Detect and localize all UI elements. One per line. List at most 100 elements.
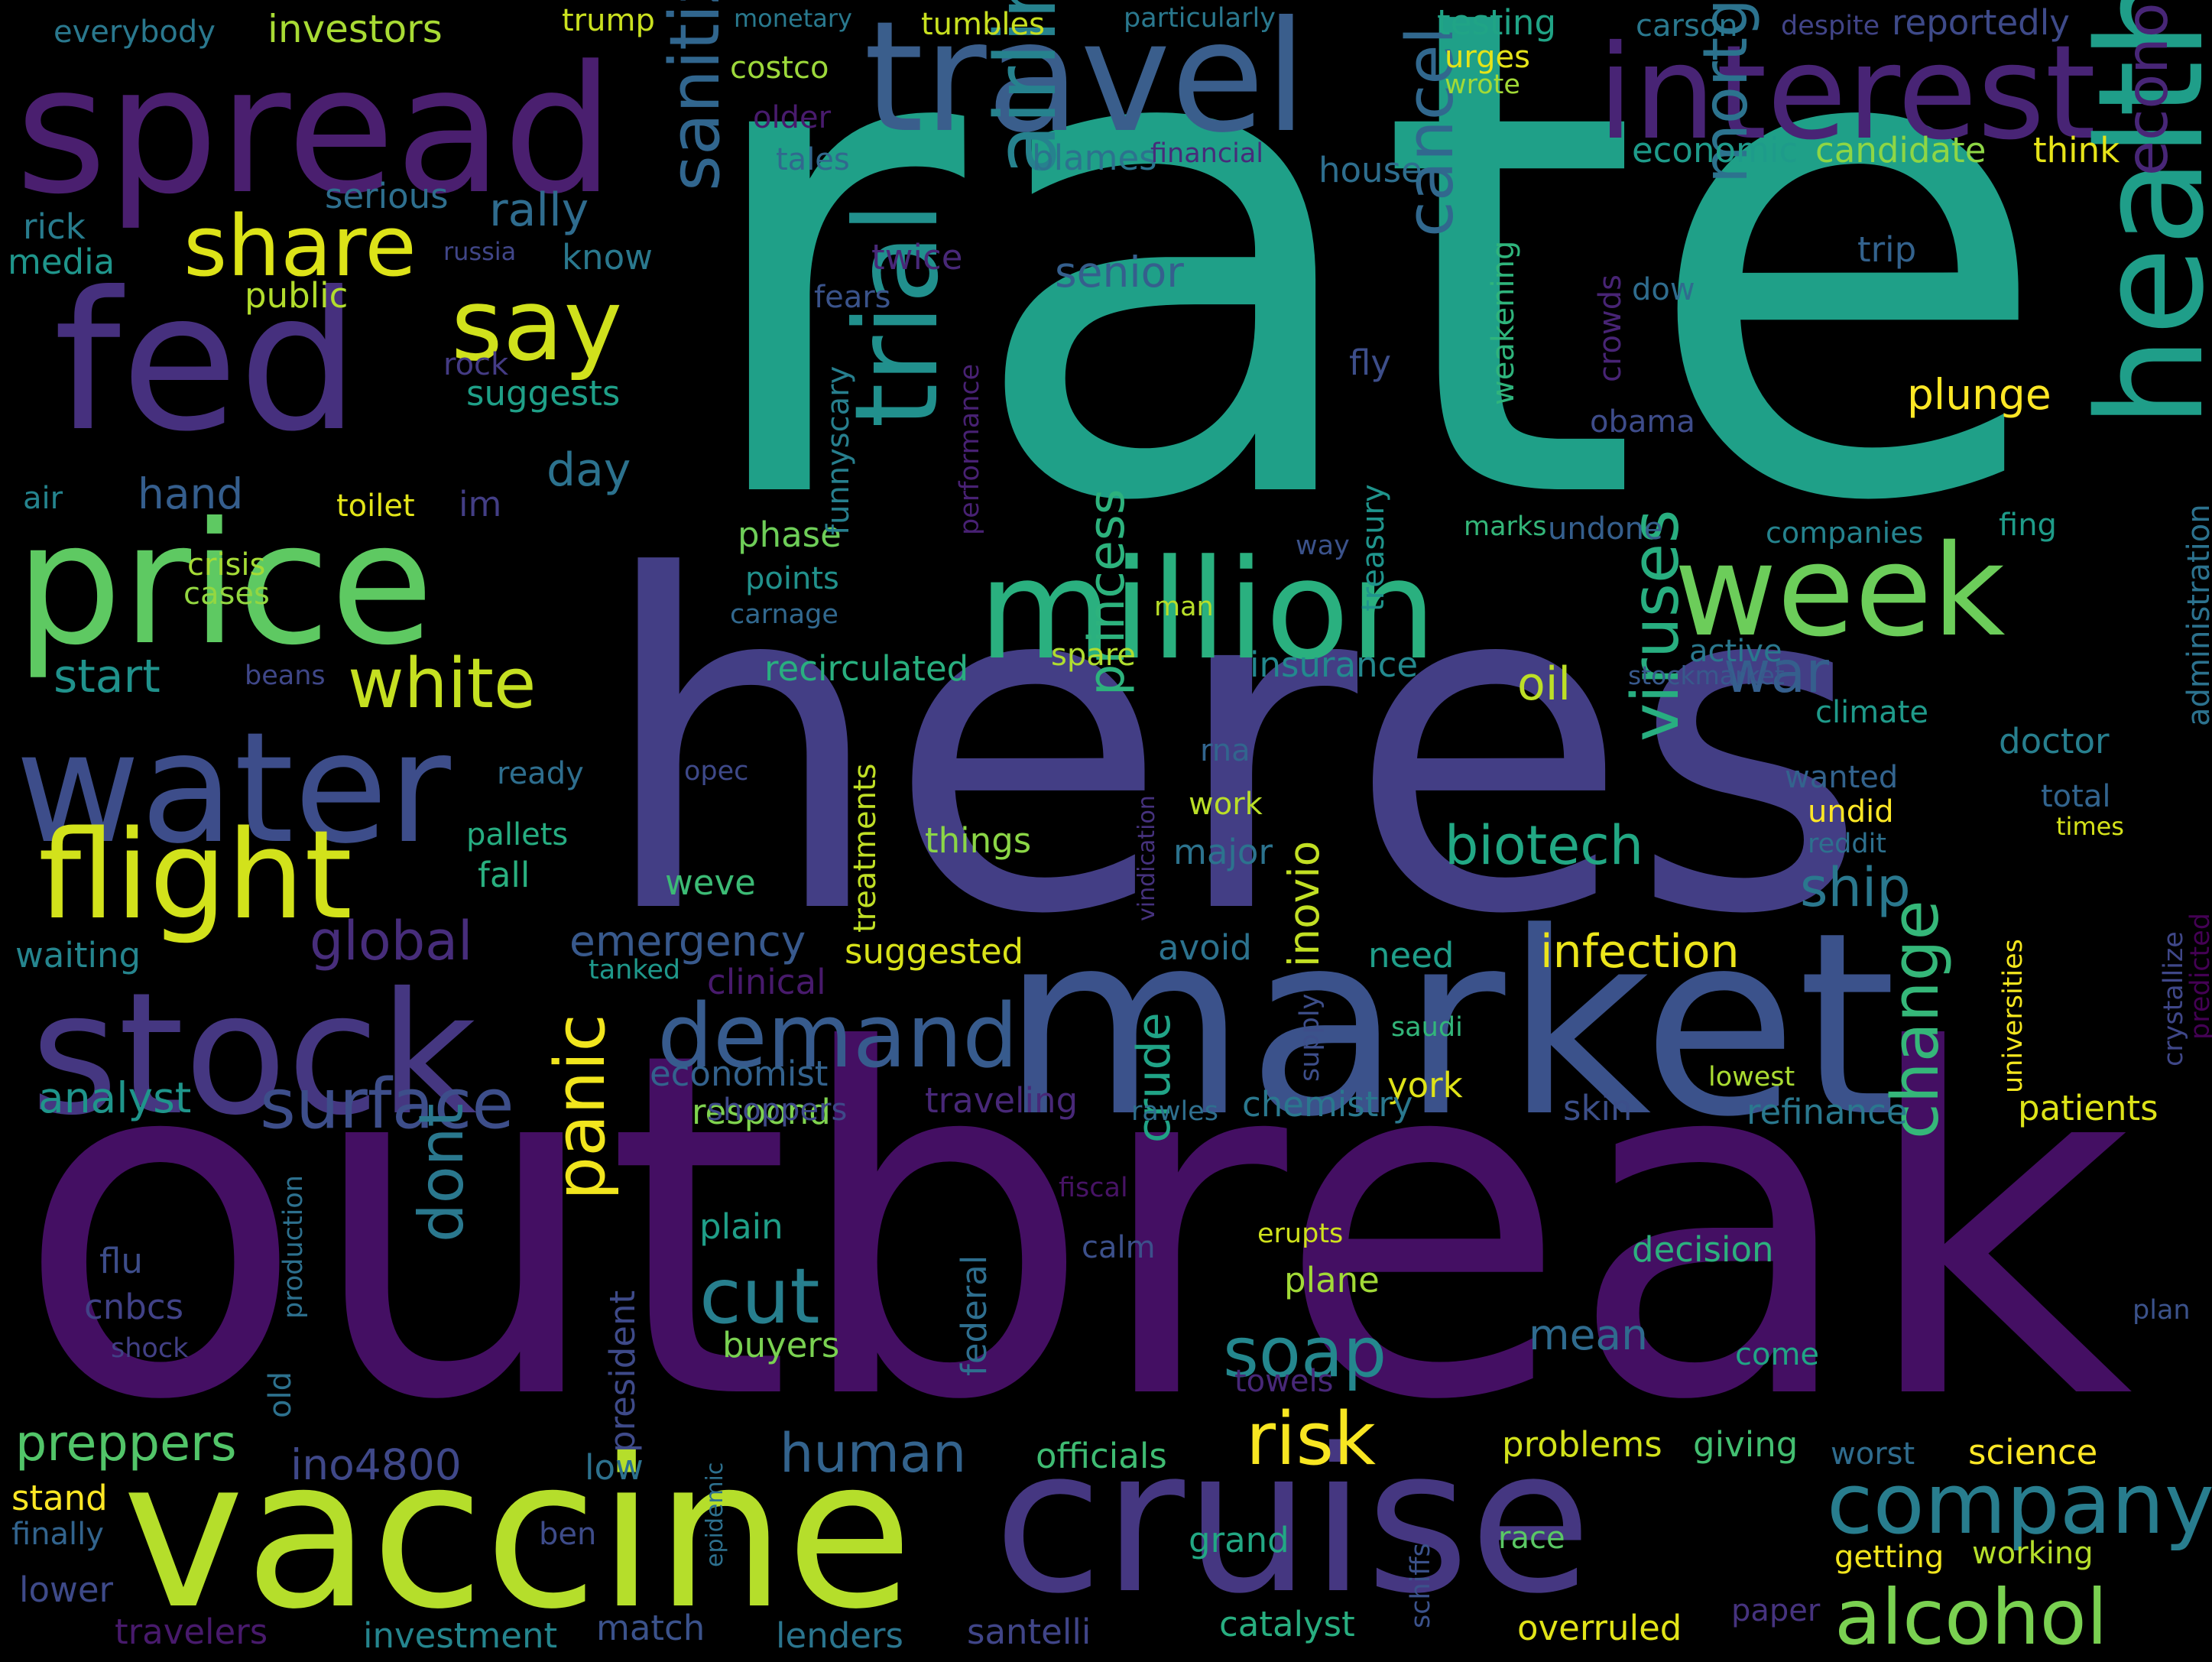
word-towels: towels [1234, 1364, 1333, 1399]
word-investors: investors [268, 7, 443, 51]
word-biotech: biotech [1445, 814, 1643, 877]
word-trump: trump [562, 3, 655, 38]
word-rally: rally [489, 183, 589, 237]
word-candidate: candidate [1815, 130, 1986, 170]
word-weakening: weakening [1486, 241, 1521, 405]
word-universities: universities [1998, 939, 2029, 1093]
word-traveling: traveling [925, 1080, 1078, 1121]
word-lower: lower [19, 1569, 114, 1610]
word-shock: shock [111, 1333, 189, 1364]
word-plan: plan [2133, 1295, 2191, 1326]
word-panic: panic [540, 1014, 621, 1200]
word-costco: costco [730, 50, 829, 86]
word-sanitizer: sanitizer [655, 0, 735, 191]
word-respond: respond [692, 1092, 831, 1132]
word-fly: fly [1349, 342, 1391, 383]
word-undid: undid [1808, 794, 1894, 829]
word-skin: skin [1563, 1088, 1633, 1128]
word-investment: investment [363, 1615, 557, 1656]
word-obama: obama [1590, 404, 1695, 440]
word-cut: cut [699, 1251, 820, 1341]
word-administration: administration [2181, 504, 2212, 726]
word-white: white [348, 644, 536, 724]
word-recirculated: recirculated [764, 648, 968, 689]
word-match: match [596, 1608, 705, 1648]
word-infection: infection [1540, 925, 1740, 979]
word-finally: finally [11, 1517, 104, 1552]
word-everybody: everybody [54, 15, 216, 50]
word-im: im [459, 484, 501, 524]
word-hand: hand [138, 469, 243, 518]
word-insurance: insurance [1250, 644, 1418, 685]
word-plunge: plunge [1907, 370, 2051, 419]
word-working: working [1972, 1536, 2094, 1571]
word-alcohol: alcohol [1834, 1573, 2108, 1662]
word-toilet: toilet [336, 489, 415, 524]
word-worst: worst [1831, 1436, 1915, 1472]
word-crystallize: crystallize [2158, 931, 2189, 1066]
word-major: major [1173, 832, 1273, 872]
word-fears: fears [814, 280, 891, 315]
word-princess: princess [1078, 489, 1136, 696]
word-ben: ben [539, 1517, 596, 1552]
word-production: production [278, 1175, 309, 1319]
word-fall: fall [478, 855, 530, 895]
word-marks: marks [1464, 511, 1546, 542]
word-tales: tales [776, 142, 850, 177]
word-carnage: carnage [730, 599, 838, 630]
word-million: million [978, 531, 1437, 690]
word-market: market [1001, 878, 1896, 1172]
word-stock: stock [31, 956, 477, 1152]
word-human: human [780, 1422, 966, 1485]
word-twice: twice [871, 237, 962, 278]
word-supply: supply [1295, 994, 1325, 1082]
word-spread: spread [15, 29, 615, 233]
word-climate: climate [1815, 695, 1928, 730]
word-vindication: vindication [1134, 795, 1160, 921]
word-suggests: suggests [466, 373, 620, 414]
word-older: older [753, 100, 832, 135]
word-saudi: saudi [1391, 1012, 1463, 1043]
word-ready: ready [497, 756, 584, 791]
word-day: day [547, 443, 631, 497]
word-change: change [1878, 900, 1954, 1139]
word-way: way [1296, 531, 1350, 561]
word-clinical: clinical [707, 962, 826, 1002]
word-airlines: airlines [977, 0, 1075, 176]
word-global: global [310, 910, 473, 972]
word-testing: testing [1437, 2, 1556, 43]
word-rawles: rawles [1131, 1096, 1218, 1127]
word-total: total [2041, 779, 2110, 814]
word-points: points [745, 561, 839, 596]
word-travel: travel [864, 0, 1307, 167]
word-monetary: monetary [734, 4, 852, 33]
word-santelli: santelli [967, 1612, 1091, 1652]
word-race: race [1498, 1521, 1565, 1556]
word-giving: giving [1693, 1424, 1798, 1465]
word-work: work [1189, 787, 1263, 822]
word-old: old [263, 1371, 298, 1418]
word-wanted: wanted [1785, 760, 1898, 795]
word-buyers: buyers [722, 1325, 839, 1365]
word-crisis: crisis [187, 547, 265, 583]
word-pallets: pallets [466, 817, 568, 852]
word-avoid: avoid [1158, 927, 1252, 968]
word-science: science [1968, 1432, 2097, 1472]
word-performance: performance [955, 364, 985, 535]
word-plane: plane [1284, 1260, 1380, 1300]
word-problems: problems [1502, 1424, 1662, 1465]
word-overruled: overruled [1517, 1608, 1682, 1648]
word-rna: rna [1200, 733, 1250, 768]
word-surface: surface [260, 1064, 514, 1144]
word-cnbcs: cnbcs [84, 1287, 183, 1327]
word-times: times [2056, 812, 2124, 841]
word-funnyscary: funnyscary [821, 366, 856, 535]
word-start: start [54, 650, 161, 703]
word-epidemic: epidemic [702, 1462, 728, 1567]
word-companies: companies [1766, 516, 1923, 550]
word-refinance: refinance [1747, 1092, 1908, 1132]
word-catalyst: catalyst [1219, 1604, 1355, 1644]
word-carson: carson [1636, 8, 1738, 44]
word-tumbles: tumbles [921, 7, 1045, 42]
word-cases: cases [183, 576, 270, 612]
